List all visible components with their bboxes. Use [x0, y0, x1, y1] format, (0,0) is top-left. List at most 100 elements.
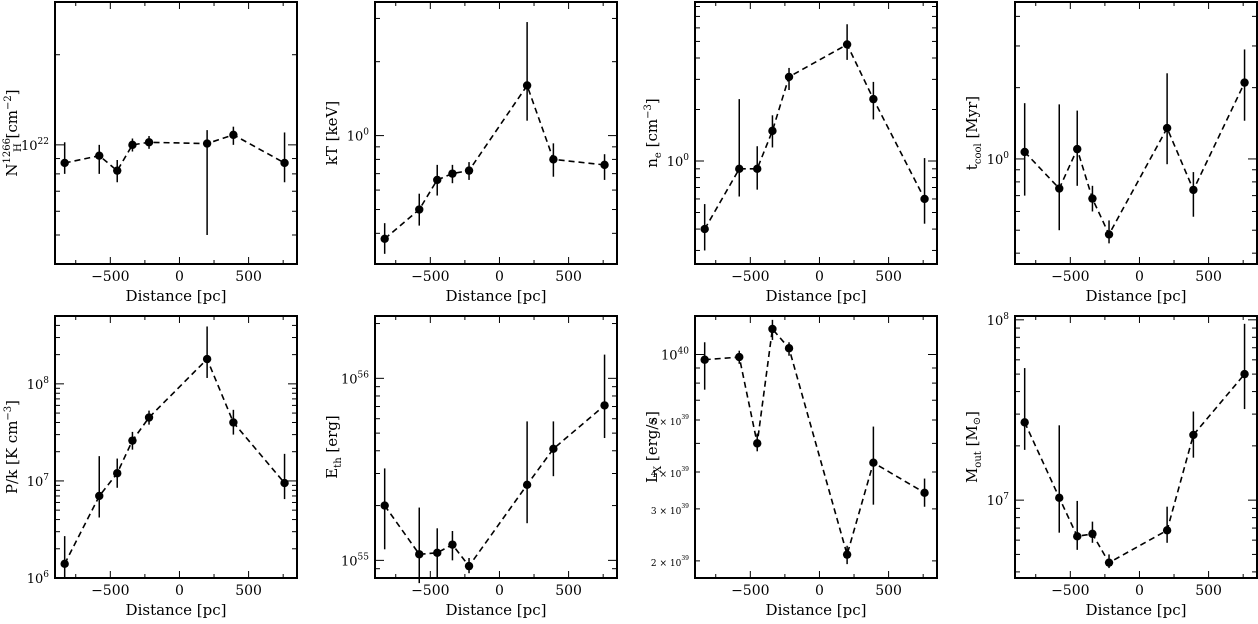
x-axis-label: Distance [pc]: [1086, 601, 1187, 619]
x-tick-label: 0: [175, 583, 184, 599]
data-point: [842, 40, 852, 49]
x-tick-label: 500: [555, 269, 582, 285]
data-point: [433, 175, 442, 185]
chart-panel-7: −500 0 500 Distance [pc] 2 × 1039 3 × 1039 4 ×…: [643, 315, 938, 619]
data-point: [1104, 558, 1114, 567]
data-point: [1020, 147, 1029, 157]
y-tick-label: 106: [27, 570, 50, 587]
data-point: [1055, 493, 1064, 503]
data-point: [113, 469, 122, 478]
chart-panel-2: −500 0 500 Distance [pc] 100 kT [keV]: [323, 1, 618, 305]
x-tick-label: 500: [1195, 269, 1222, 285]
x-tick-label: 0: [495, 583, 504, 599]
series-line: [1024, 82, 1246, 237]
data-point: [869, 94, 878, 104]
y-tick-label: 107: [987, 492, 1010, 509]
data-point: [1189, 430, 1198, 440]
y-tick-label: 107: [27, 473, 50, 490]
data-point: [600, 160, 609, 170]
x-axis-label: Distance [pc]: [446, 601, 547, 619]
data-point: [60, 559, 69, 569]
data-point: [735, 164, 744, 174]
data-point: [920, 194, 929, 204]
y-tick-label: 1055: [341, 552, 369, 569]
data-point: [1104, 230, 1114, 239]
y-tick-label: 100: [667, 153, 690, 170]
data-point: [1162, 123, 1172, 133]
x-tick-label: 500: [235, 583, 262, 599]
plot-frame: [694, 1, 938, 265]
y-tick-label: 6 × 1039: [651, 414, 689, 428]
x-tick-label: −500: [91, 269, 129, 285]
x-axis-label: Distance [pc]: [766, 287, 867, 305]
y-axis-label: kT [keV]: [323, 101, 341, 165]
y-axis-label: N1266H [cm−2]: [2, 89, 24, 176]
y-tick-label: 108: [987, 312, 1010, 329]
data-point: [700, 224, 709, 234]
x-tick-label: −500: [731, 583, 769, 599]
data-point: [380, 501, 389, 510]
data-point: [1073, 532, 1082, 541]
y-tick-label: 3 × 1039: [651, 503, 689, 517]
y-tick-label: 100: [987, 151, 1010, 168]
series-line: [1023, 373, 1246, 564]
series-line: [384, 83, 605, 240]
data-point: [202, 354, 212, 364]
data-point: [753, 439, 762, 448]
y-axis-label: Eth [erg]: [323, 415, 344, 479]
data-point: [549, 155, 558, 164]
y-tick-label: 1056: [341, 370, 369, 387]
series-line: [384, 404, 606, 568]
data-point: [768, 126, 777, 136]
data-point: [1073, 144, 1082, 154]
data-point: [144, 413, 154, 422]
x-tick-label: −500: [1051, 269, 1089, 285]
data-point: [700, 355, 709, 364]
series-line: [704, 327, 926, 558]
y-tick-label: 2 × 1039: [651, 555, 689, 569]
data-point: [128, 140, 137, 150]
data-point: [1088, 529, 1097, 539]
y-tick-label: 100: [347, 128, 370, 145]
data-point: [869, 458, 878, 467]
plot-frame: [374, 315, 618, 579]
x-tick-label: −500: [91, 583, 129, 599]
x-tick-label: 0: [175, 269, 184, 285]
data-point: [464, 561, 474, 571]
plot-frame: [694, 315, 938, 579]
y-axis-label: Mout [M⊙]: [963, 411, 984, 483]
data-point: [60, 158, 69, 168]
data-point: [549, 444, 558, 454]
chart-panel-8: −500 0 500 Distance [pc] 107 108 Mout [M⊙]: [963, 312, 1258, 619]
data-point: [784, 72, 794, 82]
y-axis-label: P/k [K cm−3]: [3, 400, 21, 494]
data-point: [448, 540, 457, 549]
y-tick-label: 108: [27, 376, 50, 393]
plot-frame: [374, 1, 618, 265]
data-point: [433, 548, 442, 558]
data-point: [144, 138, 154, 147]
data-point: [600, 401, 609, 410]
y-axis-label: LX [erg/s]: [643, 411, 664, 483]
x-tick-label: 0: [1135, 269, 1144, 285]
x-tick-label: 500: [875, 269, 902, 285]
data-point: [448, 169, 457, 178]
series-line: [704, 43, 926, 230]
x-axis-label: Distance [pc]: [126, 287, 227, 305]
y-tick-label: 1040: [661, 346, 689, 363]
data-point: [229, 130, 238, 140]
data-point: [464, 166, 474, 175]
data-point: [753, 164, 762, 174]
data-point: [415, 550, 424, 559]
x-tick-label: −500: [731, 269, 769, 285]
data-point: [380, 234, 389, 243]
data-point: [128, 436, 137, 445]
series-line: [63, 357, 286, 565]
chart-panel-6: −500 0 500 Distance [pc] 1055 1056 Eth [erg]: [323, 315, 618, 619]
plot-frame: [54, 1, 298, 265]
